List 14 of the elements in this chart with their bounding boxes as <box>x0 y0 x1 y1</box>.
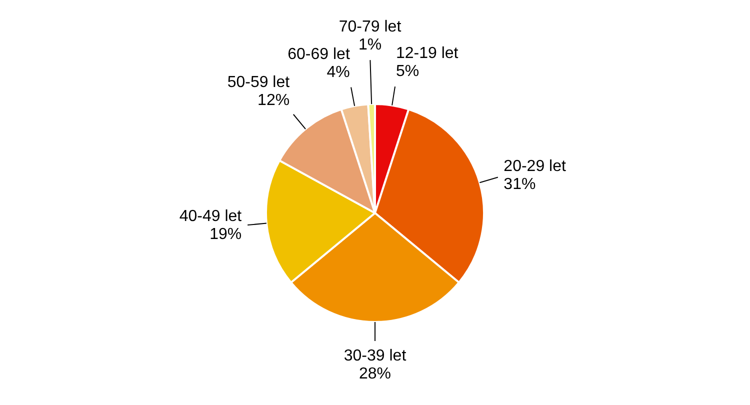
slice-label: 12-19 let <box>396 45 459 62</box>
data-label: 31% <box>504 176 536 194</box>
slice-label: 60-69 let <box>288 46 350 63</box>
data-label: 4% <box>326 64 350 81</box>
slice-label: 20-29 let <box>504 158 566 176</box>
data-label: 5% <box>396 63 420 80</box>
slice-label: 40-49 let <box>179 208 242 226</box>
slice-label: 70-79 let <box>338 18 402 36</box>
data-label: 1% <box>358 36 382 54</box>
data-label: 28% <box>358 365 392 382</box>
slice-label: 50-59 let <box>227 74 290 92</box>
data-label: 12% <box>258 92 290 110</box>
data-label: 19% <box>210 226 242 244</box>
slice-label: 30-39 let <box>344 347 407 364</box>
